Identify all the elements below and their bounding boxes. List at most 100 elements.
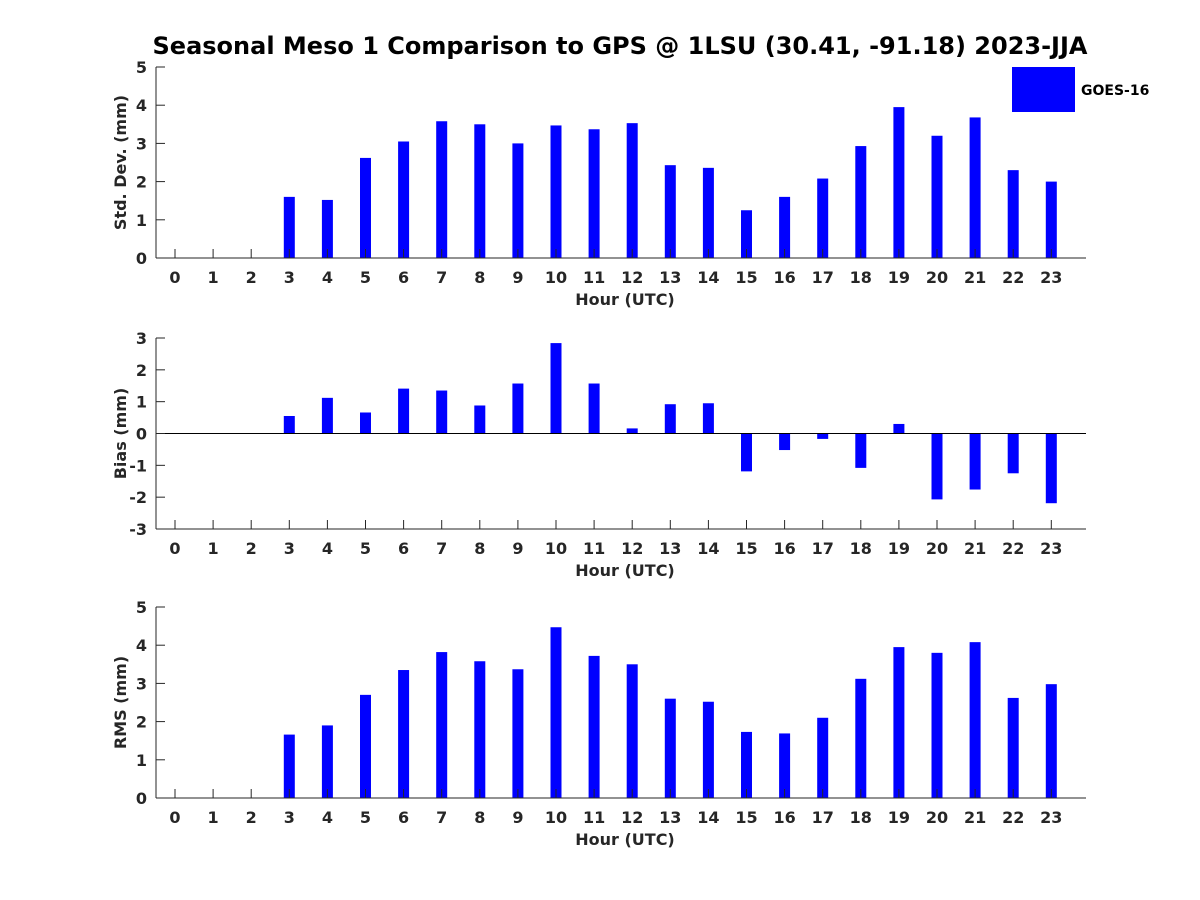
stddev-xtick-label-6: 6 bbox=[398, 268, 409, 287]
bias-xtick-label-21: 21 bbox=[964, 539, 986, 558]
bias-xtick-label-9: 9 bbox=[512, 539, 523, 558]
bias-xtick-label-14: 14 bbox=[697, 539, 719, 558]
bias-xtick-label-4: 4 bbox=[322, 539, 333, 558]
stddev-xtick-label-12: 12 bbox=[621, 268, 643, 287]
bias-ytick-label-0: 0 bbox=[136, 425, 147, 444]
stddev-ytick-label-3: 3 bbox=[136, 134, 147, 153]
bias-xtick-label-16: 16 bbox=[773, 539, 795, 558]
rms-xtick-label-13: 13 bbox=[659, 808, 681, 827]
rms-ytick-label-3: 3 bbox=[136, 674, 147, 693]
rms-xtick-label-2: 2 bbox=[246, 808, 257, 827]
legend-label: GOES-16 bbox=[1081, 83, 1149, 99]
rms-xtick-label-17: 17 bbox=[812, 808, 834, 827]
stddev-bar-15 bbox=[741, 210, 752, 258]
bias-bar-16 bbox=[779, 433, 791, 451]
rms-xtick-label-23: 23 bbox=[1040, 808, 1062, 827]
rms-xtick-label-15: 15 bbox=[735, 808, 757, 827]
rms-bar-7 bbox=[436, 652, 448, 798]
stddev-xtick-label-8: 8 bbox=[474, 268, 485, 287]
rms-ytick-label-2: 2 bbox=[136, 713, 147, 732]
rms-bar-13 bbox=[664, 698, 676, 798]
stddev-bar-17 bbox=[817, 178, 829, 258]
bias-bar-4 bbox=[321, 397, 333, 434]
rms-xtick-label-20: 20 bbox=[926, 808, 948, 827]
stddev-xtick-label-15: 15 bbox=[735, 268, 757, 287]
stddev-ytick-label-4: 4 bbox=[136, 96, 147, 115]
rms-xtick-label-3: 3 bbox=[284, 808, 295, 827]
stddev-ytick-label-1: 1 bbox=[136, 211, 147, 230]
rms-xtick-label-12: 12 bbox=[621, 808, 643, 827]
rms-xtick-label-10: 10 bbox=[545, 808, 567, 827]
stddev-ytick-label-0: 0 bbox=[136, 249, 147, 268]
rms-bar-21 bbox=[969, 642, 981, 798]
rms-bar-16 bbox=[779, 733, 791, 798]
rms-xtick-label-5: 5 bbox=[360, 808, 371, 827]
bias-xtick-label-15: 15 bbox=[735, 539, 757, 558]
stddev-bar-19 bbox=[893, 107, 905, 258]
rms-bar-10 bbox=[550, 627, 562, 798]
stddev-bar-7 bbox=[436, 121, 448, 258]
bias-bar-22 bbox=[1007, 433, 1019, 474]
bias-xtick-label-0: 0 bbox=[169, 539, 180, 558]
rms-bar-9 bbox=[512, 669, 524, 798]
bias-xtick-label-18: 18 bbox=[850, 539, 872, 558]
stddev-bar-6 bbox=[398, 141, 410, 258]
bias-ytick-label-1: 1 bbox=[136, 393, 147, 412]
stddev-bar-23 bbox=[1045, 181, 1057, 258]
rms-ytick-label-4: 4 bbox=[136, 636, 147, 655]
stddev-xtick-label-2: 2 bbox=[246, 268, 257, 287]
stddev-bar-3 bbox=[283, 196, 295, 258]
rms-ylabel: RMS (mm) bbox=[111, 656, 130, 749]
bias-bar-9 bbox=[512, 383, 524, 434]
bias-xtick-label-5: 5 bbox=[360, 539, 371, 558]
bias-xtick-label-10: 10 bbox=[545, 539, 567, 558]
bias-bar-15 bbox=[741, 433, 752, 472]
bias-bar-5 bbox=[360, 412, 371, 434]
stddev-bar-16 bbox=[779, 196, 791, 258]
stddev-xtick-label-17: 17 bbox=[812, 268, 834, 287]
rms-xtick-label-9: 9 bbox=[512, 808, 523, 827]
rms-bar-20 bbox=[931, 652, 943, 798]
rms-xtick-label-19: 19 bbox=[888, 808, 910, 827]
rms-xlabel: Hour (UTC) bbox=[575, 830, 675, 849]
stddev-xtick-label-4: 4 bbox=[322, 268, 333, 287]
rms-bar-5 bbox=[360, 694, 371, 798]
stddev-bar-13 bbox=[664, 165, 676, 258]
bias-xtick-label-8: 8 bbox=[474, 539, 485, 558]
bias-bar-18 bbox=[855, 433, 867, 468]
stddev-xtick-label-10: 10 bbox=[545, 268, 567, 287]
stddev-xtick-label-20: 20 bbox=[926, 268, 948, 287]
bias-xtick-label-13: 13 bbox=[659, 539, 681, 558]
rms-xtick-label-11: 11 bbox=[583, 808, 605, 827]
stddev-xtick-label-14: 14 bbox=[697, 268, 719, 287]
bias-bar-13 bbox=[664, 404, 676, 434]
stddev-xtick-label-18: 18 bbox=[850, 268, 872, 287]
rms-bar-8 bbox=[474, 661, 486, 798]
bias-bar-19 bbox=[893, 423, 905, 434]
bias-bar-11 bbox=[588, 383, 600, 434]
stddev-bar-8 bbox=[474, 124, 486, 258]
stddev-bar-20 bbox=[931, 135, 943, 258]
bias-ytick-label-2: 2 bbox=[136, 361, 147, 380]
bias-xtick-label-20: 20 bbox=[926, 539, 948, 558]
stddev-xtick-label-21: 21 bbox=[964, 268, 986, 287]
stddev-xtick-label-13: 13 bbox=[659, 268, 681, 287]
stddev-xtick-label-9: 9 bbox=[512, 268, 523, 287]
rms-xtick-label-1: 1 bbox=[208, 808, 219, 827]
bias-bar-14 bbox=[702, 403, 714, 434]
bias-bar-8 bbox=[474, 405, 486, 434]
bias-bar-21 bbox=[969, 433, 981, 490]
bias-ytick-label--1: -1 bbox=[129, 456, 147, 475]
rms-ytick-label-1: 1 bbox=[136, 751, 147, 770]
stddev-bar-18 bbox=[855, 146, 867, 258]
rms-xtick-label-21: 21 bbox=[964, 808, 986, 827]
rms-bar-11 bbox=[588, 655, 600, 798]
bias-bar-6 bbox=[398, 388, 410, 434]
bias-bar-20 bbox=[931, 433, 943, 500]
bias-bar-10 bbox=[550, 343, 562, 434]
